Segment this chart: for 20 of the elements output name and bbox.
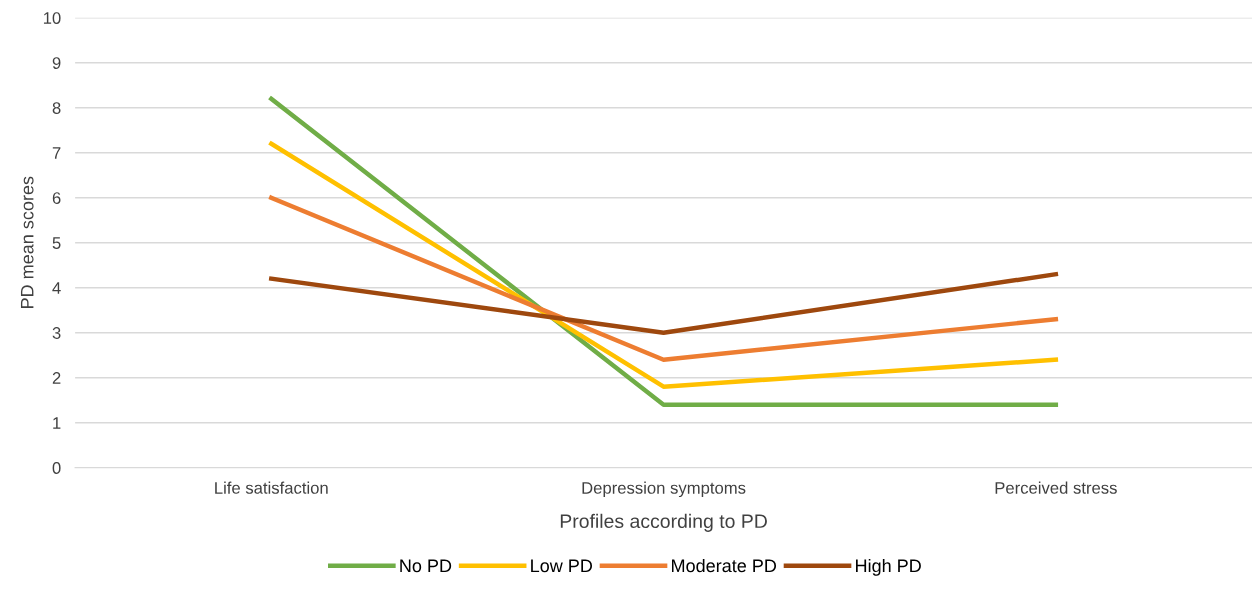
y-tick-label: 5 [52, 237, 61, 249]
y-tick-label: 4 [52, 282, 61, 294]
x-axis-title: Profiles according to PD [560, 513, 767, 532]
legend-label: Low PD [531, 559, 593, 573]
y-tick-label: 6 [52, 192, 61, 204]
legend-label: No PD [400, 559, 452, 573]
legend-label: High PD [856, 558, 921, 576]
y-tick-label: 10 [43, 12, 61, 24]
y-tick-label: 8 [52, 102, 61, 114]
x-tick-label: Perceived stress [995, 481, 1117, 494]
y-tick-label: 3 [52, 327, 61, 339]
y-tick-label: 7 [52, 147, 61, 159]
x-tick-label: Life satisfaction [215, 481, 328, 494]
y-axis-title: PD mean scores [20, 176, 34, 308]
legend-label: Moderate PD [672, 558, 777, 573]
y-tick-label: 9 [52, 57, 61, 69]
x-tick-label: Depression symptoms [582, 481, 746, 498]
y-tick-label: 0 [52, 462, 61, 474]
y-tick-label: 2 [52, 372, 61, 384]
y-tick-label: 1 [53, 417, 61, 429]
